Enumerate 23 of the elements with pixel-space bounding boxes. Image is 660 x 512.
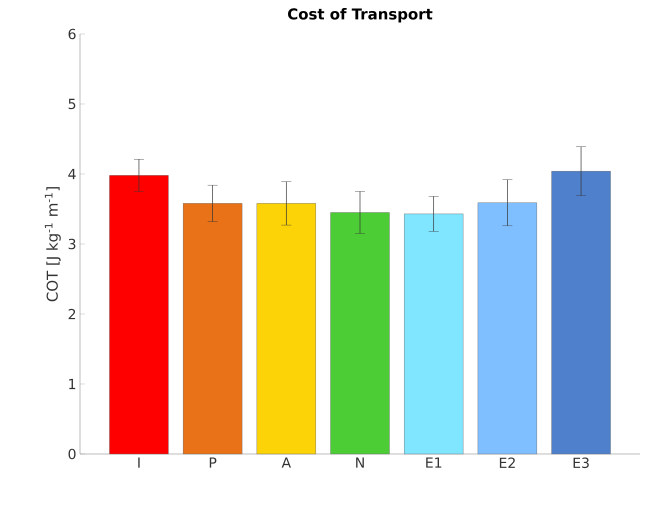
y-tick-label: 3 <box>68 238 76 250</box>
bar <box>256 203 316 454</box>
x-tick-label: A <box>282 458 291 468</box>
bar <box>182 203 242 454</box>
y-tick-label: 4 <box>68 168 76 180</box>
y-axis-title: COT [J kg$^{-1}$ m$^{-1}$] <box>44 187 61 302</box>
x-tick-label: P <box>210 458 216 468</box>
x-tick-label: E2 <box>500 458 515 468</box>
x-tick-label: N <box>356 458 364 468</box>
y-tick-label: 6 <box>68 28 76 40</box>
x-tick-label: I <box>138 458 140 468</box>
x-tick-label: E3 <box>574 458 589 468</box>
y-tick-label: 2 <box>68 308 76 320</box>
bar <box>404 214 464 454</box>
y-tick-label: 0 <box>68 448 76 460</box>
bar <box>330 212 390 454</box>
chart-title: Cost of Transport <box>288 8 432 22</box>
x-tick-label: E1 <box>426 458 442 468</box>
y-tick-label: 1 <box>69 378 76 390</box>
bar <box>109 175 169 454</box>
y-tick-label: 5 <box>68 98 76 110</box>
bar <box>478 202 538 454</box>
bar <box>551 170 611 454</box>
